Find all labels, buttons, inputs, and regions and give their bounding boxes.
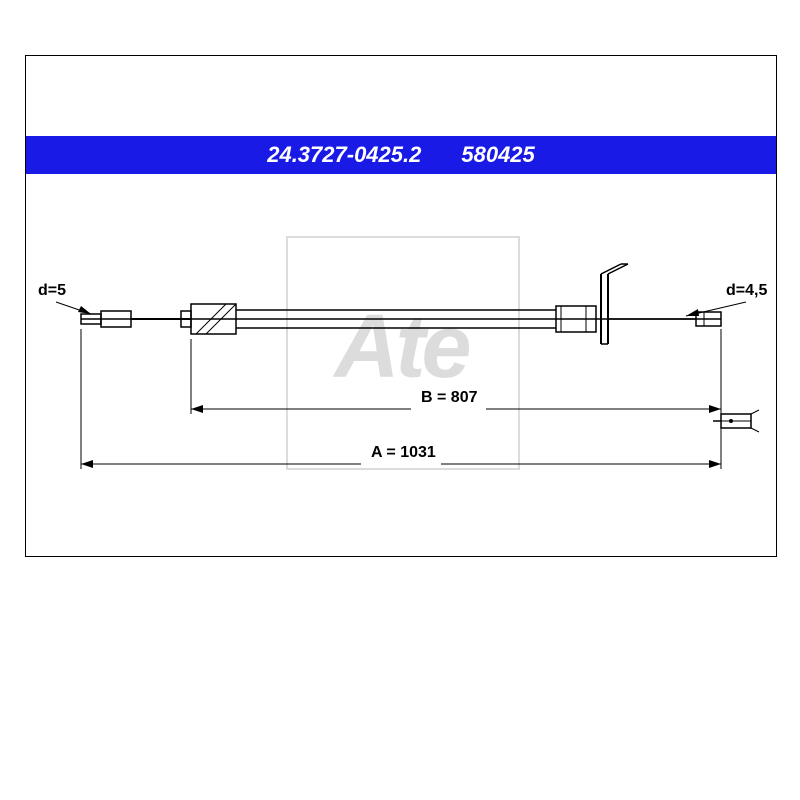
part-code: 580425 [461, 142, 534, 168]
header-bar: 24.3727-0425.2 580425 [26, 136, 776, 174]
diagram-frame: 24.3727-0425.2 580425 Ate d=5 d=4,5 B = … [25, 55, 777, 557]
part-number: 24.3727-0425.2 [267, 142, 421, 168]
drawing-area: d=5 d=4,5 B = 807 A = 1031 [26, 174, 776, 556]
technical-drawing [26, 174, 776, 556]
